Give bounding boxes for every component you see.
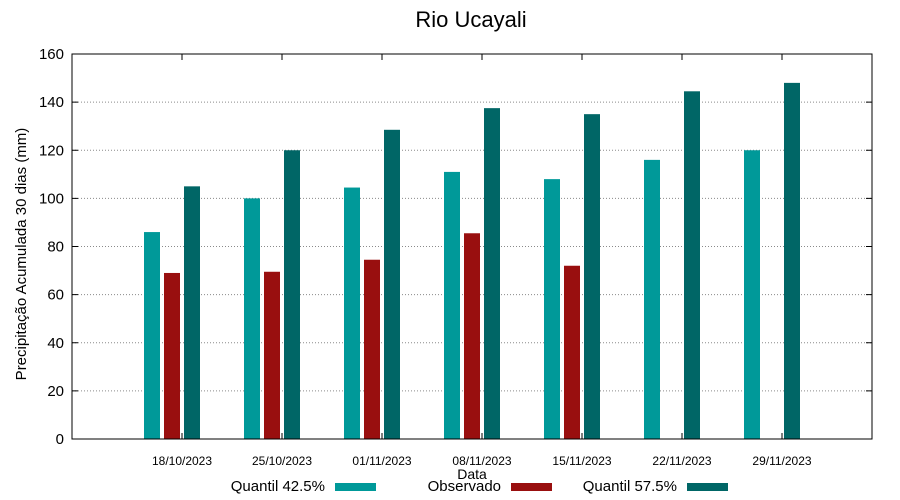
x-tick-label: 15/11/2023 (552, 454, 611, 468)
bar-quantil-42-5 (744, 150, 760, 439)
legend-swatch (687, 483, 728, 491)
bar-quantil-57-5 (184, 186, 200, 439)
bar-quantil-42-5 (644, 159, 660, 439)
bar-quantil-57-5 (484, 108, 500, 439)
legend-label: Quantil 42.5% (231, 478, 325, 495)
x-tick-labels: 18/10/2023 25/10/2023 01/11/2023 08/11/2023… (152, 454, 812, 468)
y-tick-label: 40 (47, 335, 64, 352)
bar-quantil-42-5 (144, 232, 160, 439)
bar-quantil-57-5 (284, 150, 300, 439)
y-tick-label: 140 (39, 94, 64, 111)
bar-quantil-57-5 (384, 129, 400, 439)
bar-observado (564, 265, 580, 439)
plot-frame (71, 53, 873, 440)
bar-quantil-42-5 (344, 187, 360, 439)
y-tick-label: 20 (47, 383, 64, 400)
x-tick-label: 01/11/2023 (352, 454, 411, 468)
y-tick-label: 0 (56, 431, 64, 448)
legend-label: Quantil 57.5% (583, 478, 677, 495)
y-tick-label: 120 (39, 142, 64, 159)
legend: Quantil 42.5% Observado Quantil 57.5% (231, 478, 728, 495)
bar-quantil-42-5 (244, 198, 260, 439)
bar-observado (364, 259, 380, 439)
bar-quantil-57-5 (784, 82, 800, 439)
y-tick-label: 160 (39, 46, 64, 63)
x-tick-label: 29/11/2023 (752, 454, 811, 468)
bar-observado (464, 233, 480, 439)
chart-title: Rio Ucayali (415, 7, 526, 32)
bar-quantil-57-5 (684, 91, 700, 439)
x-tick-label: 22/11/2023 (652, 454, 711, 468)
x-tick-label: 18/10/2023 (152, 454, 212, 468)
x-tick-label: 25/10/2023 (252, 454, 312, 468)
x-axis-label: Data (457, 466, 487, 482)
bar-quantil-42-5 (444, 171, 460, 439)
legend-swatch (511, 483, 552, 491)
y-axis-label: Precipitação Acumulada 30 dias (mm) (13, 128, 30, 381)
legend-label: Observado (428, 478, 501, 495)
bar-quantil-57-5 (584, 114, 600, 439)
y-tick-label: 80 (47, 239, 64, 256)
bars (144, 82, 800, 439)
y-tick-label: 60 (47, 287, 64, 304)
bar-observado (164, 272, 180, 439)
legend-swatch (335, 483, 376, 491)
y-tick-labels: 0 20 40 60 80 100 120 140 160 (39, 46, 64, 448)
bar-observado (264, 271, 280, 439)
x-tick-label: 08/11/2023 (452, 454, 511, 468)
bar-quantil-42-5 (544, 179, 560, 439)
y-tick-label: 100 (39, 190, 64, 207)
